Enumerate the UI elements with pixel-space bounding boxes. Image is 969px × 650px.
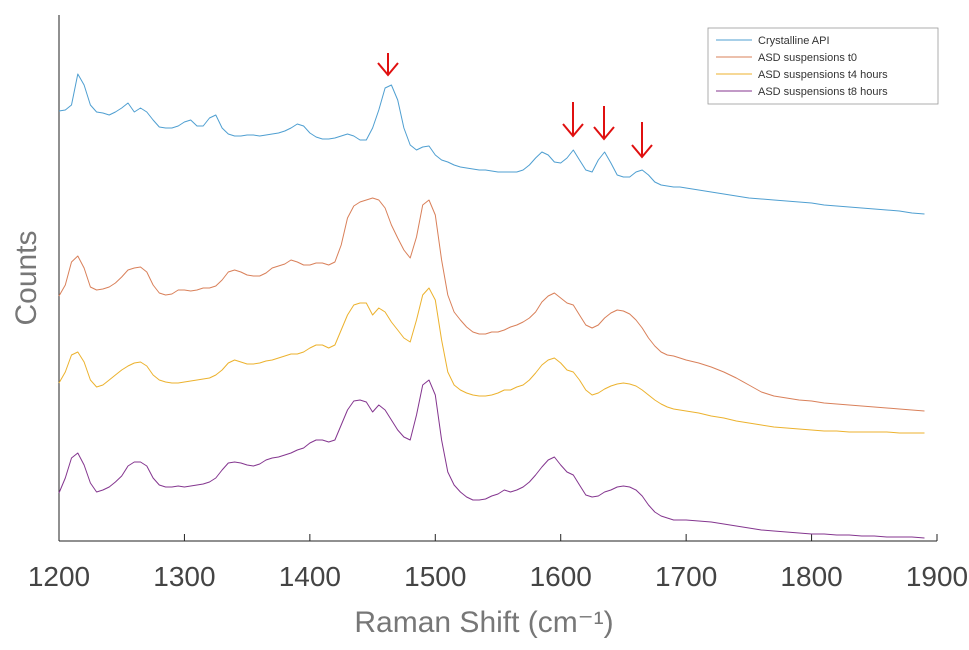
legend-label: Crystalline API xyxy=(758,35,830,47)
legend xyxy=(707,27,939,105)
legend-label: ASD suspensions t0 xyxy=(758,52,857,64)
x-tick-label: 1800 xyxy=(780,561,842,592)
y-axis-label: Counts xyxy=(10,230,43,325)
series-line xyxy=(58,197,925,412)
x-tick-label: 1200 xyxy=(28,561,90,592)
series-line xyxy=(58,379,925,539)
x-tick-label: 1900 xyxy=(906,561,968,592)
legend-label: ASD suspensions t4 hours xyxy=(758,69,888,81)
x-tick-label: 1400 xyxy=(279,561,341,592)
arrow xyxy=(377,53,399,77)
series-line xyxy=(58,287,925,434)
x-tick-label: 1500 xyxy=(404,561,466,592)
arrow xyxy=(562,102,584,138)
legend-label: ASD suspensions t8 hours xyxy=(758,86,888,98)
arrow xyxy=(631,122,653,159)
x-axis-label: Raman Shift (cm⁻¹) xyxy=(354,606,613,639)
x-tick-label: 1300 xyxy=(153,561,215,592)
arrows xyxy=(377,53,653,159)
x-tick-label: 1600 xyxy=(530,561,592,592)
series-line xyxy=(58,73,925,215)
x-tick-label: 1700 xyxy=(655,561,717,592)
arrow xyxy=(593,106,615,141)
